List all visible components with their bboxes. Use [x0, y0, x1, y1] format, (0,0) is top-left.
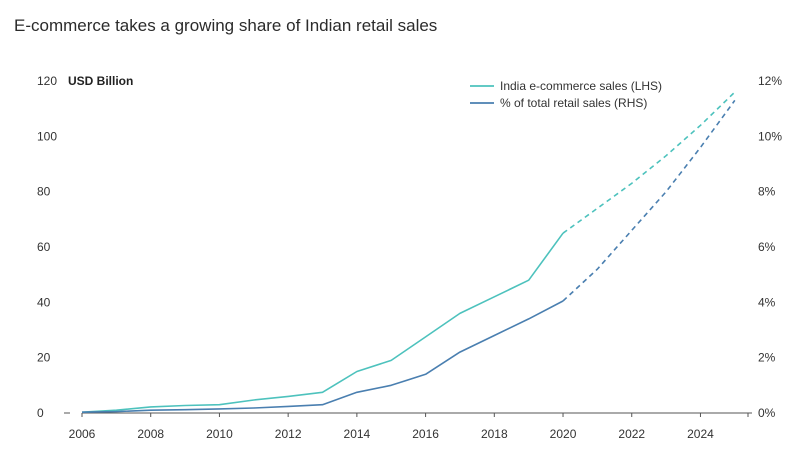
legend-label: % of total retail sales (RHS) — [500, 96, 647, 110]
y-left-tick-label: 40 — [37, 295, 51, 309]
y-right-tick-label: 4% — [758, 295, 776, 309]
series-1-line — [81, 232, 564, 413]
y-right-tick-label: 10% — [758, 129, 782, 143]
y-right-tick-label: 12% — [758, 74, 782, 88]
x-tick-label: 2016 — [412, 427, 439, 441]
legend-label: India e-commerce sales (LHS) — [500, 79, 662, 93]
y-left-tick-label: 20 — [37, 351, 51, 365]
series-1-forecast-line — [562, 91, 736, 234]
x-tick-label: 2022 — [618, 427, 645, 441]
axes-group: 0 20 40 60 80 100 120 USD Billion 0% 2% 4% 6% 8% 10% 1… — [37, 74, 782, 441]
y-left-tick-label: 60 — [37, 240, 51, 254]
y-left-axis-label: USD Billion — [68, 74, 133, 88]
x-tick-label: 2012 — [275, 427, 302, 441]
x-tick-label: 2010 — [206, 427, 233, 441]
series-2-line — [81, 300, 564, 413]
x-tick-label: 2014 — [344, 427, 371, 441]
y-right-tick-label: 8% — [758, 185, 776, 199]
x-tick-label: 2024 — [687, 427, 714, 441]
y-right-tick-label: 6% — [758, 240, 776, 254]
x-tick-label: 2006 — [69, 427, 96, 441]
y-left-tick-label: 120 — [37, 74, 57, 88]
plot-group — [81, 91, 736, 413]
x-tick-label: 2008 — [137, 427, 164, 441]
y-left-tick-label: 0 — [37, 406, 44, 420]
chart-title: E-commerce takes a growing share of Indi… — [14, 16, 438, 35]
legend: India e-commerce sales (LHS) % of total r… — [470, 79, 662, 110]
x-tick-label: 2018 — [481, 427, 508, 441]
y-left-tick-label: 80 — [37, 185, 51, 199]
y-right-tick-label: 2% — [758, 351, 776, 365]
series-2-forecast-line — [562, 99, 736, 302]
y-right-tick-label: 0% — [758, 406, 776, 420]
x-tick-label: 2020 — [550, 427, 577, 441]
y-left-tick-label: 100 — [37, 129, 57, 143]
